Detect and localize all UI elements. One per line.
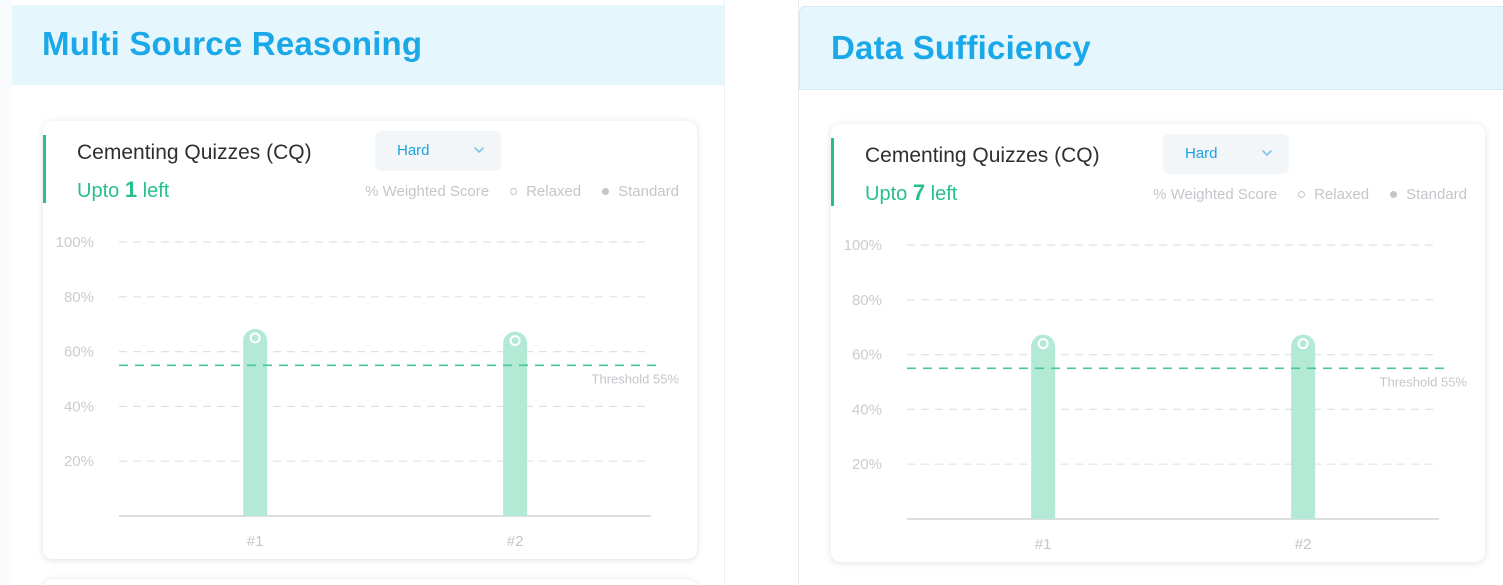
score-bar [1291, 334, 1316, 519]
relaxed-score-marker [1297, 338, 1309, 350]
next-card-edge [43, 579, 697, 585]
score-bar-base [1291, 505, 1316, 519]
legend-metric: % Weighted Score [365, 183, 490, 200]
section-title: Multi Source Reasoning [42, 25, 423, 62]
x-tick-label: #2 [1295, 536, 1312, 553]
section-panel-data-sufficiency: Data Sufficiency Cementing Quizzes (CQ) … [798, 0, 1503, 585]
y-tick-label: 40% [852, 401, 882, 418]
card-title: Cementing Quizzes (CQ) [865, 144, 1100, 167]
score-bar-base [503, 502, 528, 516]
difficulty-select-value: Hard [397, 142, 430, 159]
y-tick-label: 80% [852, 292, 882, 309]
y-tick-label: 100% [56, 234, 94, 251]
left-suffix: left [930, 183, 958, 205]
left-count: 7 [912, 180, 926, 205]
panel-edge [0, 0, 12, 585]
score-bar [243, 328, 268, 516]
y-tick-label: 100% [844, 237, 882, 254]
y-tick-label: 80% [64, 289, 94, 306]
y-tick-label: 40% [64, 398, 94, 415]
quiz-card: Cementing Quizzes (CQ) Hard Upto 1 left … [43, 121, 697, 559]
left-prefix: Upto [77, 180, 120, 202]
section-title: Data Sufficiency [831, 29, 1091, 66]
left-count: 1 [124, 177, 138, 202]
card-accent-bar [831, 138, 834, 206]
legend-relaxed-label: Relaxed [1314, 186, 1370, 203]
card-title: Cementing Quizzes (CQ) [77, 141, 312, 164]
quizzes-left-count: Upto 1 left [77, 177, 169, 203]
score-bar-base [243, 502, 268, 516]
chevron-down-icon [1262, 150, 1272, 156]
score-chart: 100% 80% 60% 40% 20% #1 #2 Threshold 55% [43, 221, 697, 551]
relaxed-score-marker [1037, 338, 1049, 350]
x-tick-label: #1 [247, 533, 264, 550]
x-tick-label: #2 [507, 533, 524, 550]
left-prefix: Upto [865, 183, 908, 205]
difficulty-select-value: Hard [1185, 145, 1218, 162]
relaxed-dot-icon [510, 188, 518, 195]
score-bar [503, 331, 528, 516]
score-chart-svg: 100% 80% 60% 40% 20% #1 #2 Threshold 55% [56, 234, 680, 550]
chart-legend: % Weighted Score Relaxed Standard [1153, 186, 1467, 203]
difficulty-select[interactable]: Hard [1163, 134, 1289, 174]
quizzes-left-count: Upto 7 left [865, 180, 957, 206]
chevron-down-icon [474, 147, 484, 153]
legend-metric: % Weighted Score [1153, 186, 1278, 203]
quiz-card: Cementing Quizzes (CQ) Hard Upto 7 left … [831, 124, 1485, 562]
legend-standard: Standard [1390, 186, 1467, 203]
relaxed-score-marker [509, 335, 521, 347]
legend-standard-label: Standard [618, 183, 679, 200]
legend-standard: Standard [602, 183, 679, 200]
left-suffix: left [142, 180, 170, 202]
score-chart: 100% 80% 60% 40% 20% #1 #2 Threshold 55% [831, 224, 1485, 554]
card-accent-bar [43, 135, 46, 203]
score-chart-svg: 100% 80% 60% 40% 20% #1 #2 Threshold 55% [844, 237, 1468, 553]
legend-relaxed: Relaxed [510, 183, 581, 200]
standard-dot-icon [1390, 191, 1398, 198]
y-tick-label: 20% [852, 456, 882, 473]
legend-relaxed: Relaxed [1298, 186, 1369, 203]
relaxed-score-marker [249, 332, 261, 344]
section-header: Multi Source Reasoning [12, 5, 724, 85]
score-bar-base [1031, 505, 1056, 519]
score-bar [1031, 334, 1056, 519]
x-tick-label: #1 [1035, 536, 1052, 553]
chart-legend: % Weighted Score Relaxed Standard [365, 183, 679, 200]
section-header: Data Sufficiency [799, 6, 1503, 90]
legend-relaxed-label: Relaxed [526, 183, 582, 200]
threshold-label: Threshold 55% [592, 371, 680, 386]
y-tick-label: 60% [852, 347, 882, 364]
y-tick-label: 20% [64, 453, 94, 470]
difficulty-select[interactable]: Hard [375, 131, 501, 171]
standard-dot-icon [602, 188, 610, 195]
threshold-label: Threshold 55% [1380, 374, 1468, 389]
legend-standard-label: Standard [1406, 186, 1467, 203]
relaxed-dot-icon [1298, 191, 1306, 198]
section-panel-multi-source-reasoning: Multi Source Reasoning Cementing Quizzes… [0, 0, 725, 585]
y-tick-label: 60% [64, 344, 94, 361]
